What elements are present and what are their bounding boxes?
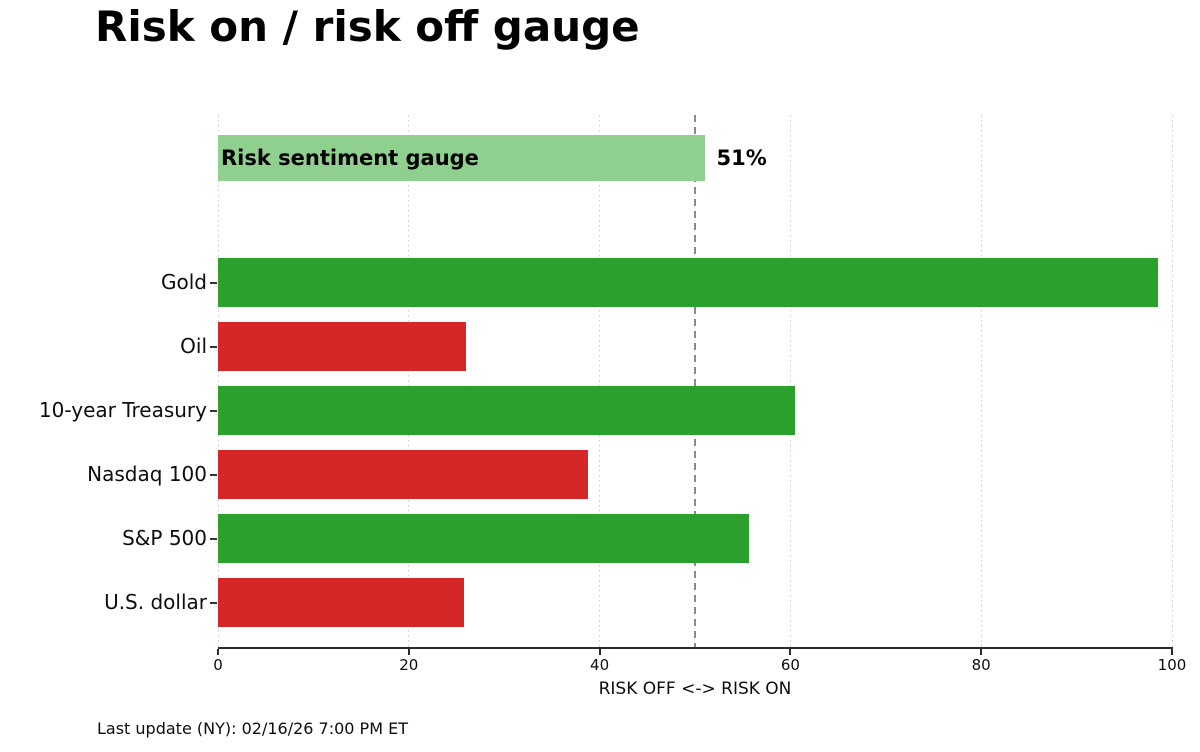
y-tick-mark-u-s-dollar	[210, 601, 217, 604]
gauge-value-annotation: 51%	[716, 146, 767, 170]
bar-oil	[218, 322, 467, 371]
x-tick-mark-40	[598, 649, 601, 655]
gridline-20	[408, 115, 410, 648]
x-tick-label-0: 0	[213, 656, 223, 674]
risk-sentiment-gauge-label: Risk sentiment gauge	[221, 146, 479, 170]
category-label-10-year-treasury: 10-year Treasury	[38, 398, 207, 422]
reference-line-50	[694, 115, 696, 648]
y-tick-mark-oil	[210, 345, 217, 348]
gridline-0	[217, 115, 219, 648]
x-tick-mark-20	[407, 649, 410, 655]
x-tick-mark-0	[217, 649, 219, 655]
last-update-text: Last update (NY): 02/16/26 7:00 PM ET	[97, 719, 408, 738]
x-tick-label-80: 80	[971, 656, 991, 674]
x-tick-mark-60	[789, 649, 792, 655]
y-tick-mark-nasdaq-100	[210, 473, 217, 476]
y-tick-mark-10-year-treasury	[210, 409, 217, 412]
x-tick-label-40: 40	[590, 656, 610, 674]
y-tick-mark-s-p-500	[210, 537, 217, 540]
gridline-60	[789, 115, 791, 648]
bar-gold	[218, 258, 1158, 307]
bar-10-year-treasury	[218, 386, 796, 435]
category-label-s-p-500: S&P 500	[122, 526, 207, 550]
category-label-oil: Oil	[180, 334, 207, 358]
x-tick-label-100: 100	[1157, 656, 1187, 674]
x-tick-mark-80	[980, 649, 983, 655]
x-axis-line	[218, 647, 1173, 649]
category-label-nasdaq-100: Nasdaq 100	[87, 462, 207, 486]
bar-nasdaq-100	[218, 450, 589, 499]
gridline-40	[599, 115, 601, 648]
x-tick-label-60: 60	[780, 656, 800, 674]
chart-title: Risk on / risk off gauge	[95, 2, 640, 51]
x-axis-label: RISK OFF <-> RISK ON	[598, 679, 792, 699]
x-tick-mark-100	[1171, 649, 1173, 655]
bar-u-s-dollar	[218, 578, 465, 627]
category-label-u-s-dollar: U.S. dollar	[104, 590, 207, 614]
gridline-80	[980, 115, 982, 648]
x-tick-label-20: 20	[399, 656, 419, 674]
category-label-gold: Gold	[161, 270, 207, 294]
y-tick-mark-gold	[210, 281, 217, 284]
gridline-100	[1171, 115, 1173, 648]
risk-sentiment-gauge-bar: Risk sentiment gauge	[218, 135, 705, 181]
bar-s-p-500	[218, 514, 750, 563]
